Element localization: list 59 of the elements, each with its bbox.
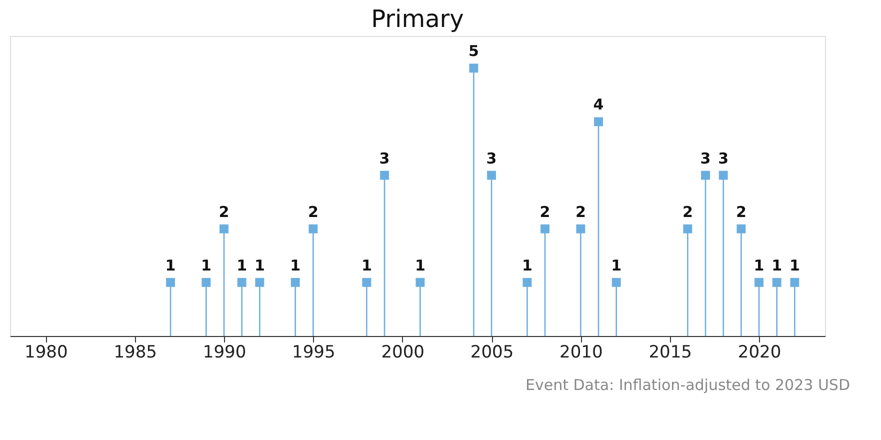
point xyxy=(469,64,478,73)
point xyxy=(612,278,621,287)
point xyxy=(290,278,300,287)
data-label: 2 xyxy=(682,202,693,221)
data-label: 1 xyxy=(414,256,426,274)
point xyxy=(308,224,318,234)
data-label: 1 xyxy=(200,256,212,274)
data-label: 1 xyxy=(522,256,532,274)
point xyxy=(540,224,550,234)
data-label: 1 xyxy=(789,256,800,274)
data-label: 1 xyxy=(754,256,764,274)
data-label: 3 xyxy=(486,149,497,168)
x-tick-label: 2010 xyxy=(560,342,603,362)
data-label: 1 xyxy=(772,256,782,274)
point xyxy=(380,170,389,180)
point xyxy=(220,224,228,234)
point xyxy=(594,117,603,126)
data-label: 3 xyxy=(379,149,390,168)
data-label: 4 xyxy=(593,96,604,114)
point xyxy=(701,170,710,180)
point xyxy=(790,278,800,287)
x-tick-label: 2020 xyxy=(738,342,782,362)
data-label: 1 xyxy=(290,256,301,274)
point xyxy=(237,278,246,287)
x-tick-label: 1985 xyxy=(114,342,157,362)
x-tick-label: 1980 xyxy=(24,342,68,362)
x-tick-label: 2000 xyxy=(381,342,424,362)
point xyxy=(772,278,782,287)
x-tick-label: 1990 xyxy=(202,342,246,362)
data-label: 2 xyxy=(575,202,586,221)
data-label: 2 xyxy=(218,202,230,221)
data-label: 2 xyxy=(308,202,318,221)
data-label: 5 xyxy=(468,42,479,60)
point xyxy=(202,278,211,287)
data-label: 1 xyxy=(236,256,248,274)
point xyxy=(416,278,425,287)
data-label: 1 xyxy=(254,256,265,274)
point xyxy=(166,278,175,287)
point xyxy=(736,224,746,234)
data-label: 3 xyxy=(700,149,711,168)
data-label: 1 xyxy=(165,256,176,274)
point xyxy=(255,278,264,287)
point xyxy=(576,224,586,234)
x-tick-label: 2015 xyxy=(648,342,692,362)
point xyxy=(522,278,532,287)
data-label: 1 xyxy=(611,256,622,274)
x-tick-label: 2005 xyxy=(470,342,514,362)
x-tick-label: 1995 xyxy=(292,342,336,362)
data-label: 3 xyxy=(718,149,729,168)
chart-title: Primary xyxy=(371,5,464,33)
data-label: 2 xyxy=(540,202,550,221)
point xyxy=(487,170,496,180)
point xyxy=(362,278,372,287)
point xyxy=(718,170,728,180)
point xyxy=(754,278,764,287)
data-label: 2 xyxy=(736,202,746,221)
text: Event Data: Inflation-adjusted to 2023 USD xyxy=(525,376,850,394)
point xyxy=(683,224,692,234)
data-label: 1 xyxy=(361,256,372,274)
